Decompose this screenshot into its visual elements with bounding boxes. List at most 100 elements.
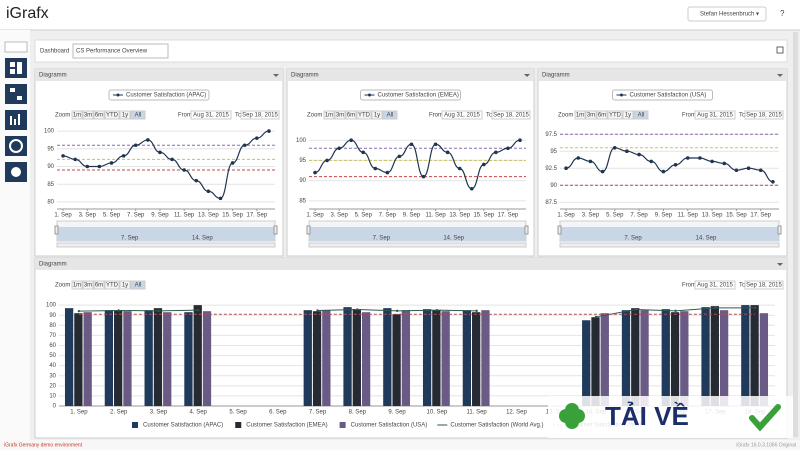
data-point[interactable] (267, 129, 271, 133)
data-point[interactable] (445, 150, 450, 155)
zoom-button-label[interactable]: 3m (336, 113, 344, 119)
from-input[interactable] (190, 110, 232, 120)
data-point[interactable] (661, 169, 666, 174)
bar[interactable] (432, 310, 441, 406)
scroll-track[interactable] (56, 242, 276, 248)
to-input[interactable] (491, 110, 531, 120)
navigator-handle-left[interactable] (306, 225, 311, 235)
data-point[interactable] (634, 308, 637, 311)
bar[interactable] (193, 305, 202, 406)
panel-menu[interactable] (273, 74, 279, 77)
nav-dashboard[interactable] (5, 58, 27, 78)
data-point[interactable] (722, 161, 727, 166)
zoom-button[interactable] (104, 280, 120, 290)
data-point[interactable] (475, 309, 478, 313)
zoom-button[interactable] (93, 110, 105, 120)
data-point[interactable] (182, 168, 186, 172)
data-point[interactable] (771, 180, 775, 184)
dashboard-selected[interactable]: CS Performance Overview (76, 49, 148, 55)
nav-cycle[interactable] (5, 136, 27, 156)
data-point[interactable] (337, 146, 341, 151)
zoom-button-label[interactable]: YTD (106, 113, 119, 119)
zoom-button[interactable] (93, 280, 105, 290)
zoom-button[interactable] (119, 280, 131, 290)
data-point[interactable] (121, 154, 126, 158)
data-point[interactable] (753, 306, 757, 310)
data-point[interactable] (373, 166, 378, 171)
legend-label[interactable]: Customer Satisfaction (EMEA) (378, 93, 459, 99)
data-point[interactable] (482, 162, 486, 167)
bar[interactable] (750, 305, 759, 406)
data-point[interactable] (649, 159, 654, 164)
zoom-button-label[interactable]: 6m (95, 113, 103, 119)
to-date[interactable]: Sep 18, 2015 (746, 113, 782, 119)
data-point[interactable] (612, 146, 617, 150)
zoom-button-label[interactable]: 1y (374, 113, 380, 119)
from-input[interactable] (694, 110, 736, 120)
bar[interactable] (104, 310, 114, 406)
data-point[interactable] (746, 166, 751, 170)
data-point[interactable] (576, 156, 581, 160)
bar[interactable] (202, 311, 212, 406)
legend-pill[interactable] (360, 89, 461, 101)
data-point[interactable] (710, 159, 714, 164)
data-point[interactable] (421, 174, 426, 179)
data-point[interactable] (158, 150, 162, 155)
bar[interactable] (640, 310, 649, 406)
bar[interactable] (462, 310, 472, 406)
data-point[interactable] (170, 157, 174, 162)
from-input[interactable] (441, 110, 483, 120)
legend-pill[interactable] (612, 89, 713, 101)
legend-label[interactable]: Customer Satisfaction (World Avg.) (450, 423, 543, 429)
navigator-handle-left[interactable] (54, 225, 59, 235)
data-point[interactable] (673, 163, 678, 167)
bar[interactable] (401, 310, 411, 406)
bar[interactable] (303, 310, 312, 406)
data-point[interactable] (157, 309, 160, 313)
legend-label[interactable]: Customer Satisfaction (APAC) (126, 93, 206, 99)
search-button[interactable] (4, 41, 28, 53)
to-input[interactable] (240, 110, 280, 120)
data-point[interactable] (385, 170, 390, 175)
bar[interactable] (631, 308, 640, 406)
data-point[interactable] (600, 169, 605, 174)
data-point[interactable] (61, 154, 65, 158)
fullscreen-icon[interactable] (776, 46, 784, 54)
bar[interactable] (144, 310, 153, 406)
zoom-button-label[interactable]: YTD (609, 113, 622, 119)
bar[interactable] (153, 308, 163, 406)
data-point[interactable] (494, 150, 498, 155)
zoom-button[interactable] (607, 110, 623, 120)
data-point[interactable] (395, 309, 399, 313)
from-date[interactable]: Aug 31, 2015 (193, 113, 229, 119)
data-point[interactable] (698, 156, 702, 160)
legend-label[interactable]: Customer Satisfaction (APAC) (143, 423, 223, 429)
data-point[interactable] (435, 308, 439, 312)
bar[interactable] (621, 310, 631, 406)
dashboard-select[interactable] (72, 43, 169, 59)
to-date[interactable]: Sep 18, 2015 (746, 283, 782, 289)
data-point[interactable] (133, 143, 138, 148)
navigator-handle-left[interactable] (557, 225, 562, 235)
data-point[interactable] (714, 306, 717, 310)
data-point[interactable] (218, 196, 223, 201)
from-date[interactable]: Aug 31, 2015 (444, 113, 480, 119)
zoom-button-label[interactable]: 1m (576, 113, 584, 119)
panel-menu[interactable] (524, 74, 530, 77)
logo[interactable]: iGrafx (6, 5, 49, 22)
legend-pill[interactable] (108, 89, 210, 101)
bar[interactable] (741, 305, 750, 406)
bar[interactable] (670, 312, 680, 406)
zoom-button[interactable] (633, 110, 649, 120)
data-point[interactable] (349, 138, 353, 142)
help[interactable]: ? (780, 9, 785, 18)
data-point[interactable] (73, 157, 77, 162)
data-point[interactable] (457, 166, 462, 171)
user-button[interactable] (687, 6, 767, 22)
zoom-button-label[interactable]: All (387, 113, 394, 119)
bar[interactable] (114, 310, 123, 406)
data-point[interactable] (109, 161, 114, 165)
bar[interactable] (481, 310, 490, 406)
data-point[interactable] (146, 138, 150, 142)
data-point[interactable] (361, 150, 366, 155)
